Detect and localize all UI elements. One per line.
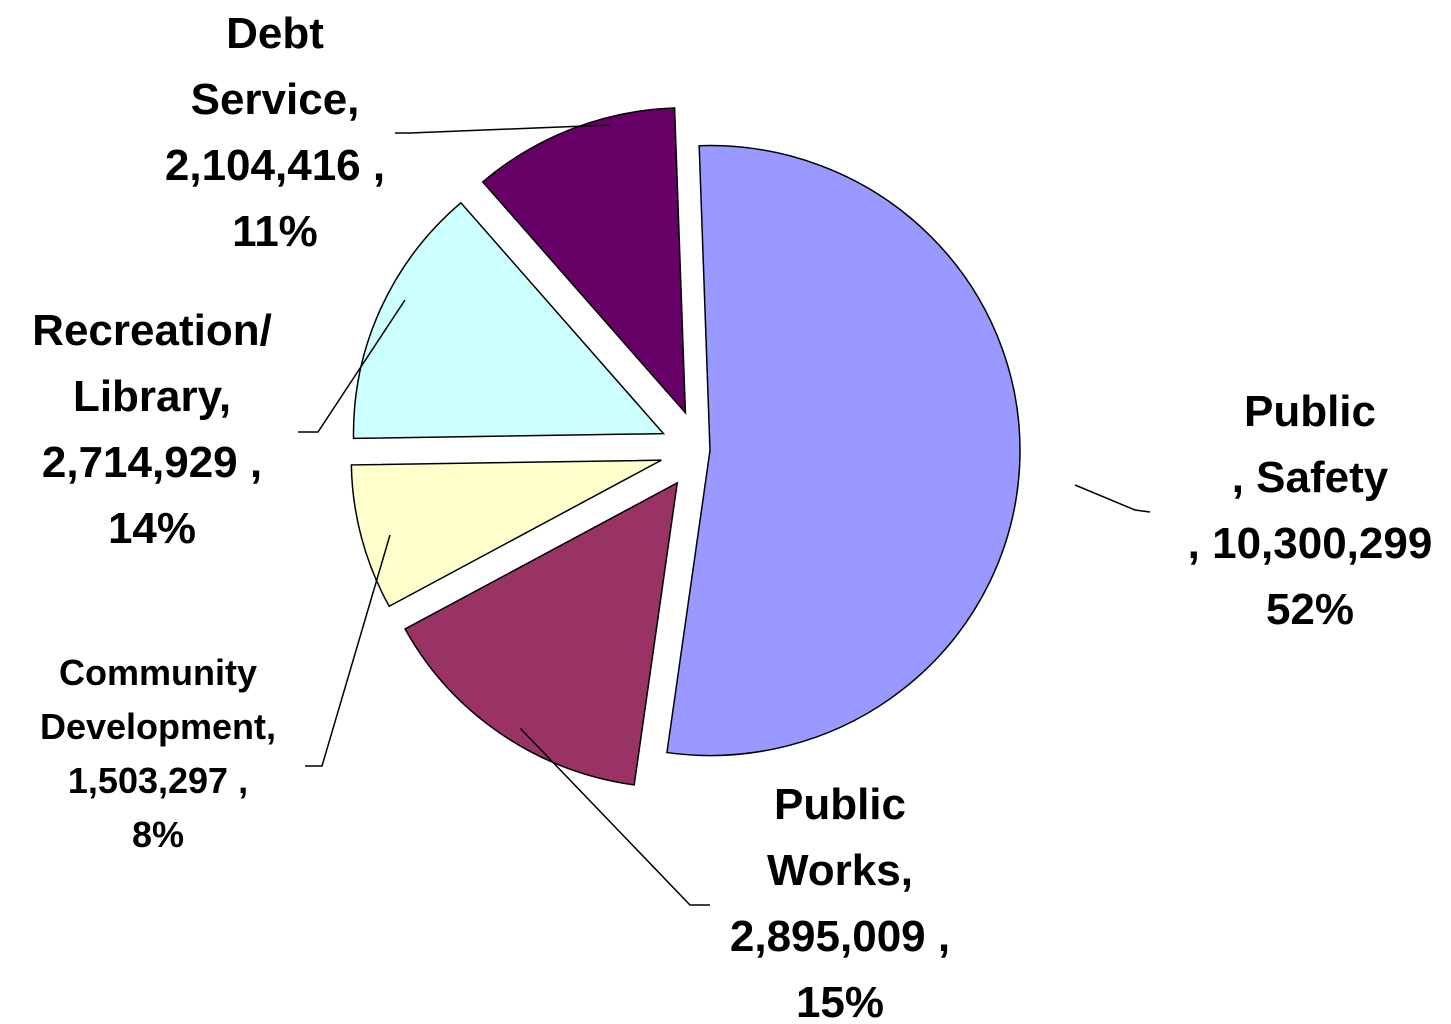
slice-label-line: , 10,300,299 [1188, 519, 1433, 568]
slice-label-public-works: Public Works, 2,895,009 , 15% [730, 780, 950, 1024]
leader-line-debt-service [395, 124, 611, 134]
leader-line-community-development [305, 534, 391, 767]
slice-label-community-development: Community Development, 1,503,297 , 8% [40, 652, 276, 855]
slice-label-line: 2,895,009 , [730, 912, 950, 961]
slice-label-line: 2,104,416 , [165, 141, 385, 190]
slice-label-line: Recreation/ [32, 306, 272, 355]
slice-label-line: Library, [73, 372, 231, 421]
slice-label-line: Service, [191, 75, 360, 124]
slice-label-public-safety: Public , Safety , 10,300,299 52% [1188, 387, 1433, 634]
slice-label-line: 52% [1266, 585, 1354, 634]
slice-label-line: 2,714,929 , [42, 438, 262, 487]
slice-label-line: , Safety [1232, 453, 1389, 502]
slice-label-debt-service: Debt Service, 2,104,416 , 11% [165, 9, 385, 256]
slice-label-line: 8% [132, 814, 184, 855]
leader-line-recreation-library [298, 299, 406, 433]
slice-label-line: 15% [796, 978, 884, 1024]
slice-label-line: 14% [108, 504, 196, 553]
slice-label-line: Public [1244, 387, 1376, 436]
slice-label-recreation-library: Recreation/Library, 2,714,929 , 14% [32, 306, 272, 553]
pie-slice-public-works [404, 481, 679, 786]
slice-labels: Public , Safety , 10,300,299 52% Public Works… [32, 9, 1432, 1024]
leader-line-public-safety [1074, 484, 1151, 513]
slice-label-line: Debt [226, 9, 324, 58]
pie-slices [350, 107, 1021, 786]
slice-label-line: 11% [232, 207, 318, 256]
slice-label-line: Works, [767, 846, 913, 895]
slice-label-line: Development, [40, 706, 276, 747]
slice-label-line: Public [774, 780, 906, 829]
pie-slice-recreation-library [352, 201, 666, 440]
slice-label-line: Community [59, 652, 257, 693]
slice-label-line: 1,503,297 , [68, 760, 248, 801]
leader-lines [298, 124, 1151, 906]
leader-line-public-works [519, 727, 710, 906]
pie-slice-debt-service [481, 107, 687, 415]
pie-slice-community-development [350, 459, 662, 608]
pie-slice-public-safety [666, 144, 1021, 757]
